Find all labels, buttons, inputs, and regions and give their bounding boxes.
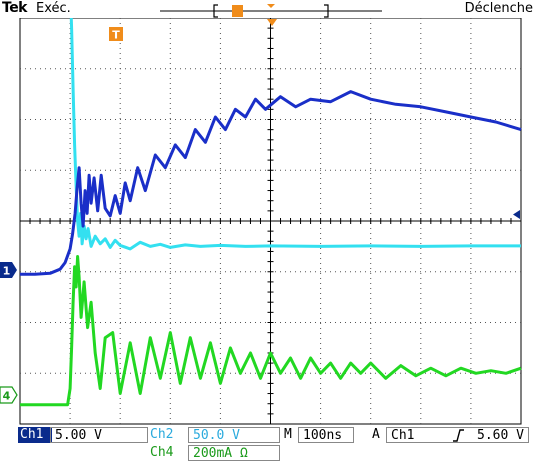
ch4-scale-readout[interactable]: 200mA Ω [188, 445, 280, 461]
ch1-label[interactable]: Ch1 [18, 427, 52, 443]
trigger-level-arrow[interactable] [513, 210, 520, 219]
ch1-trace [20, 90, 522, 276]
trigger-source: Ch1 [391, 428, 415, 443]
ch2-trace [69, 0, 521, 251]
trigger-status: Déclenche [464, 1, 533, 16]
record-trigger-icon [232, 5, 243, 17]
ch1-ground-marker[interactable]: 1 [0, 262, 17, 278]
record-position-icon [267, 4, 275, 8]
trigger-position-marker[interactable]: T [109, 27, 123, 42]
tek-logo: Tek [2, 0, 28, 16]
ch1-scale-readout[interactable]: 5.00 V [50, 427, 148, 443]
ch4-marker-label: 4 [3, 390, 11, 403]
trigger-mode-label: A [372, 427, 380, 442]
ch1-marker-label: 1 [3, 265, 11, 278]
waveform-traces [20, 0, 522, 407]
record-view-bar[interactable] [160, 4, 382, 18]
ch4-ground-marker[interactable]: 4 [0, 386, 18, 404]
acquisition-state: Exéc. [36, 1, 71, 16]
trigger-level: 5.60 V [477, 428, 524, 443]
horizontal-position-marker[interactable] [267, 19, 277, 26]
ch4-trace [20, 255, 522, 407]
bottom-readout-bar: Ch1 5.00 V Ch2 50.0 V M 100ns A Ch1 5.60… [0, 426, 533, 464]
rising-edge-icon [453, 429, 464, 442]
trigger-readout[interactable]: Ch1 5.60 V [386, 427, 529, 443]
screen-markers: T 1 4 [0, 19, 520, 404]
trigger-position-label: T [112, 29, 120, 42]
ch4-label[interactable]: Ch4 [150, 445, 174, 460]
timebase-label: M [284, 427, 292, 442]
ch2-scale-readout[interactable]: 50.0 V [188, 427, 280, 443]
top-status-bar: Tek Exéc. Déclenche [0, 0, 533, 18]
timebase-readout[interactable]: 100ns [298, 427, 354, 443]
ch2-label[interactable]: Ch2 [150, 427, 174, 442]
